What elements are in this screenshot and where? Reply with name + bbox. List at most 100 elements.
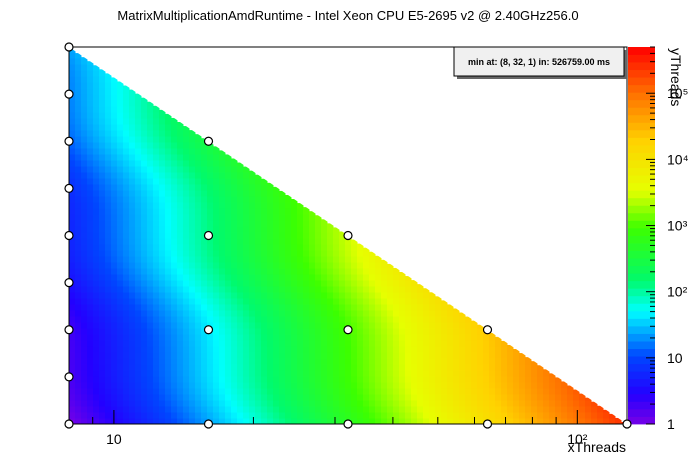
- heat-cell: [507, 388, 514, 395]
- heat-cell: [285, 262, 292, 269]
- heat-cell: [153, 256, 160, 263]
- heat-cell: [363, 364, 370, 371]
- heat-cell: [123, 376, 130, 383]
- heat-cell: [285, 346, 292, 353]
- heat-cell: [411, 304, 418, 311]
- heat-cell: [231, 400, 238, 407]
- heat-cell: [147, 172, 154, 179]
- heat-cell: [141, 124, 148, 131]
- heat-cell: [213, 268, 220, 275]
- heat-cell: [111, 310, 118, 317]
- heat-cell: [171, 346, 178, 353]
- heat-cell: [81, 166, 88, 173]
- heat-cell: [231, 226, 238, 233]
- heat-cell: [489, 394, 496, 401]
- heat-cell: [117, 394, 124, 401]
- heat-cell: [123, 148, 130, 155]
- heat-cell: [279, 340, 286, 347]
- heat-cell: [111, 262, 118, 269]
- heat-cell: [285, 376, 292, 383]
- heat-cell: [141, 346, 148, 353]
- heat-cell: [399, 286, 406, 293]
- heat-cell: [333, 394, 340, 401]
- heat-cell: [81, 268, 88, 275]
- heat-cell: [327, 304, 334, 311]
- heat-cell: [201, 418, 208, 425]
- heat-cell: [225, 328, 232, 335]
- heat-cell: [309, 274, 316, 281]
- heat-cell: [147, 286, 154, 293]
- heat-cell: [123, 358, 130, 365]
- heat-cell: [129, 370, 136, 377]
- heat-cell: [297, 214, 304, 221]
- heat-cell: [183, 268, 190, 275]
- heat-cell: [327, 250, 334, 257]
- heat-cell: [453, 412, 460, 419]
- heat-cell: [75, 364, 82, 371]
- heat-cell: [147, 298, 154, 305]
- heat-cell: [153, 364, 160, 371]
- heat-cell: [147, 208, 154, 215]
- heat-cell: [177, 334, 184, 341]
- heat-cell: [159, 154, 166, 161]
- heat-cell: [393, 316, 400, 323]
- heat-cell: [135, 220, 142, 227]
- heat-cell: [249, 346, 256, 353]
- heat-cell: [123, 412, 130, 419]
- heat-cell: [207, 262, 214, 269]
- heat-cell: [213, 298, 220, 305]
- data-point: [64, 230, 74, 241]
- heat-cell: [117, 292, 124, 299]
- heat-cell: [159, 328, 166, 335]
- heat-cell: [105, 274, 112, 281]
- heat-cell: [231, 160, 238, 167]
- heat-cell: [519, 358, 526, 365]
- heat-cell: [291, 226, 298, 233]
- heat-cell: [417, 370, 424, 377]
- heat-cell: [411, 394, 418, 401]
- heat-cell: [225, 250, 232, 257]
- heat-cell: [489, 388, 496, 395]
- heat-cell: [321, 238, 328, 245]
- colorbar-band: [628, 325, 655, 334]
- heat-cell: [417, 382, 424, 389]
- heat-cell: [141, 97, 148, 101]
- heat-cell: [105, 184, 112, 191]
- heat-cell: [519, 400, 526, 407]
- heat-cell: [273, 418, 280, 425]
- heat-cell: [243, 208, 250, 215]
- heat-cell: [375, 406, 382, 413]
- heat-cell: [189, 364, 196, 371]
- heat-cell: [405, 406, 412, 413]
- heat-cell: [219, 328, 226, 335]
- heat-cell: [573, 406, 580, 413]
- heat-cell: [129, 376, 136, 383]
- heat-cell: [189, 208, 196, 215]
- heat-cell: [117, 142, 124, 149]
- heat-cell: [333, 244, 340, 251]
- heat-cell: [171, 340, 178, 347]
- heat-cell: [399, 274, 406, 281]
- heat-cell: [333, 370, 340, 377]
- heat-cell: [183, 382, 190, 389]
- heat-cell: [249, 274, 256, 281]
- heat-cell: [333, 310, 340, 317]
- heat-cell: [357, 274, 364, 281]
- heat-cell: [75, 76, 82, 83]
- heat-cell: [105, 292, 112, 299]
- heat-cell: [81, 286, 88, 293]
- heat-cell: [417, 310, 424, 317]
- heat-cell: [141, 280, 148, 287]
- heat-cell: [177, 316, 184, 323]
- heat-cell: [387, 286, 394, 293]
- heat-cell: [195, 292, 202, 299]
- heat-cell: [519, 364, 526, 371]
- heat-cell: [261, 208, 268, 215]
- heat-cell: [369, 376, 376, 383]
- colorbar-band: [628, 197, 655, 206]
- heat-cell: [75, 310, 82, 317]
- heat-cell: [333, 304, 340, 311]
- heat-cell: [81, 214, 88, 221]
- heat-cell: [87, 118, 94, 125]
- heat-cell: [153, 178, 160, 185]
